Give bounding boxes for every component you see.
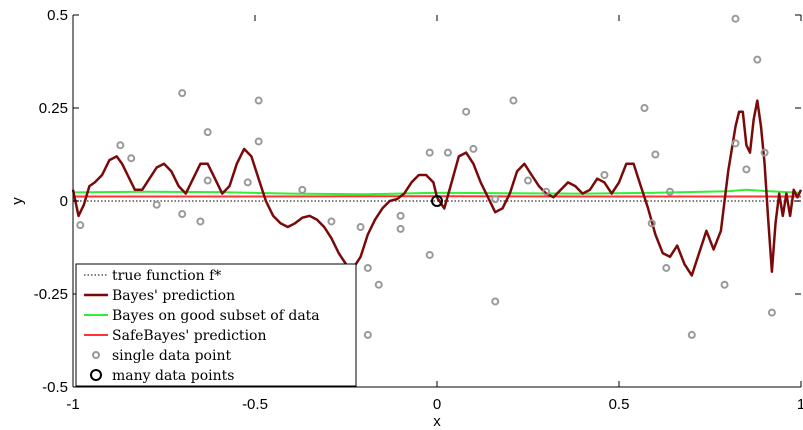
single-data-point xyxy=(524,176,532,185)
legend-label: Bayes on good subset of data xyxy=(112,308,320,324)
single-data-point xyxy=(462,107,471,116)
single-data-point xyxy=(374,280,383,289)
y-tick-label: -0.25 xyxy=(34,286,68,303)
legend-items: true function f* Bayes' prediction Bayes o… xyxy=(84,268,320,384)
single-data-point xyxy=(152,200,161,209)
legend-label: SafeBayes' prediction xyxy=(112,328,267,344)
legend-swatch-many-points xyxy=(90,369,102,381)
y-tick-label: 0.5 xyxy=(47,7,68,24)
single-data-point xyxy=(127,154,136,163)
legend-box xyxy=(75,263,357,387)
single-data-point xyxy=(600,170,609,179)
single-data-point xyxy=(687,330,696,339)
single-data-point xyxy=(640,104,649,112)
x-tick-label: 1 xyxy=(797,396,803,413)
data-points-layer xyxy=(76,14,776,339)
single-data-point xyxy=(178,89,187,98)
legend-label: true function f* xyxy=(112,268,221,284)
legend: true function f* Bayes' prediction Bayes o… xyxy=(75,263,357,387)
single-data-point xyxy=(396,224,405,233)
single-data-point xyxy=(720,280,729,289)
x-tick-label: -1 xyxy=(66,396,79,413)
single-data-point xyxy=(443,148,452,157)
y-tick-label: 0.25 xyxy=(39,100,68,117)
single-data-point xyxy=(542,187,551,196)
single-data-point xyxy=(647,219,656,228)
x-tick-label: 0 xyxy=(433,396,441,413)
single-data-point xyxy=(469,144,478,153)
single-data-point xyxy=(731,14,740,23)
single-data-point xyxy=(298,185,307,194)
x-axis-label: x xyxy=(433,413,441,430)
single-data-point xyxy=(196,217,205,226)
y-axis-label: y xyxy=(9,197,26,205)
single-data-point xyxy=(327,217,336,226)
single-data-point xyxy=(425,250,434,259)
single-data-point xyxy=(753,55,762,64)
single-data-point xyxy=(509,96,518,105)
single-data-point xyxy=(731,139,740,148)
single-data-point xyxy=(767,308,776,317)
legend-label: Bayes' prediction xyxy=(112,288,235,304)
single-data-point xyxy=(396,211,405,220)
single-data-point xyxy=(254,96,263,105)
single-data-point xyxy=(491,297,500,306)
single-data-point xyxy=(203,176,212,185)
single-data-point xyxy=(243,178,252,187)
many-data-points-marker xyxy=(431,195,443,207)
single-data-point xyxy=(76,221,85,230)
legend-label: many data points xyxy=(112,368,234,384)
x-tick-label: 0.5 xyxy=(609,396,630,413)
single-data-point xyxy=(491,195,500,204)
legend-label: single data point xyxy=(112,348,231,364)
single-data-point xyxy=(356,223,365,232)
single-data-point xyxy=(254,137,263,146)
single-data-point xyxy=(662,263,671,272)
single-data-point xyxy=(116,141,125,150)
series-line xyxy=(71,99,803,277)
single-data-point xyxy=(760,148,769,157)
single-data-point xyxy=(742,165,751,174)
single-data-point xyxy=(651,150,660,159)
y-tick-label: 0 xyxy=(60,193,68,210)
single-data-point xyxy=(665,187,674,196)
single-data-point xyxy=(363,330,372,339)
y-tick-label: -0.5 xyxy=(42,379,68,396)
single-data-point xyxy=(203,128,212,137)
single-data-point xyxy=(178,210,187,219)
legend-swatch-single-point xyxy=(92,351,100,359)
single-data-point xyxy=(363,263,372,272)
single-data-point xyxy=(425,148,434,157)
x-tick-label: -0.5 xyxy=(242,396,268,413)
